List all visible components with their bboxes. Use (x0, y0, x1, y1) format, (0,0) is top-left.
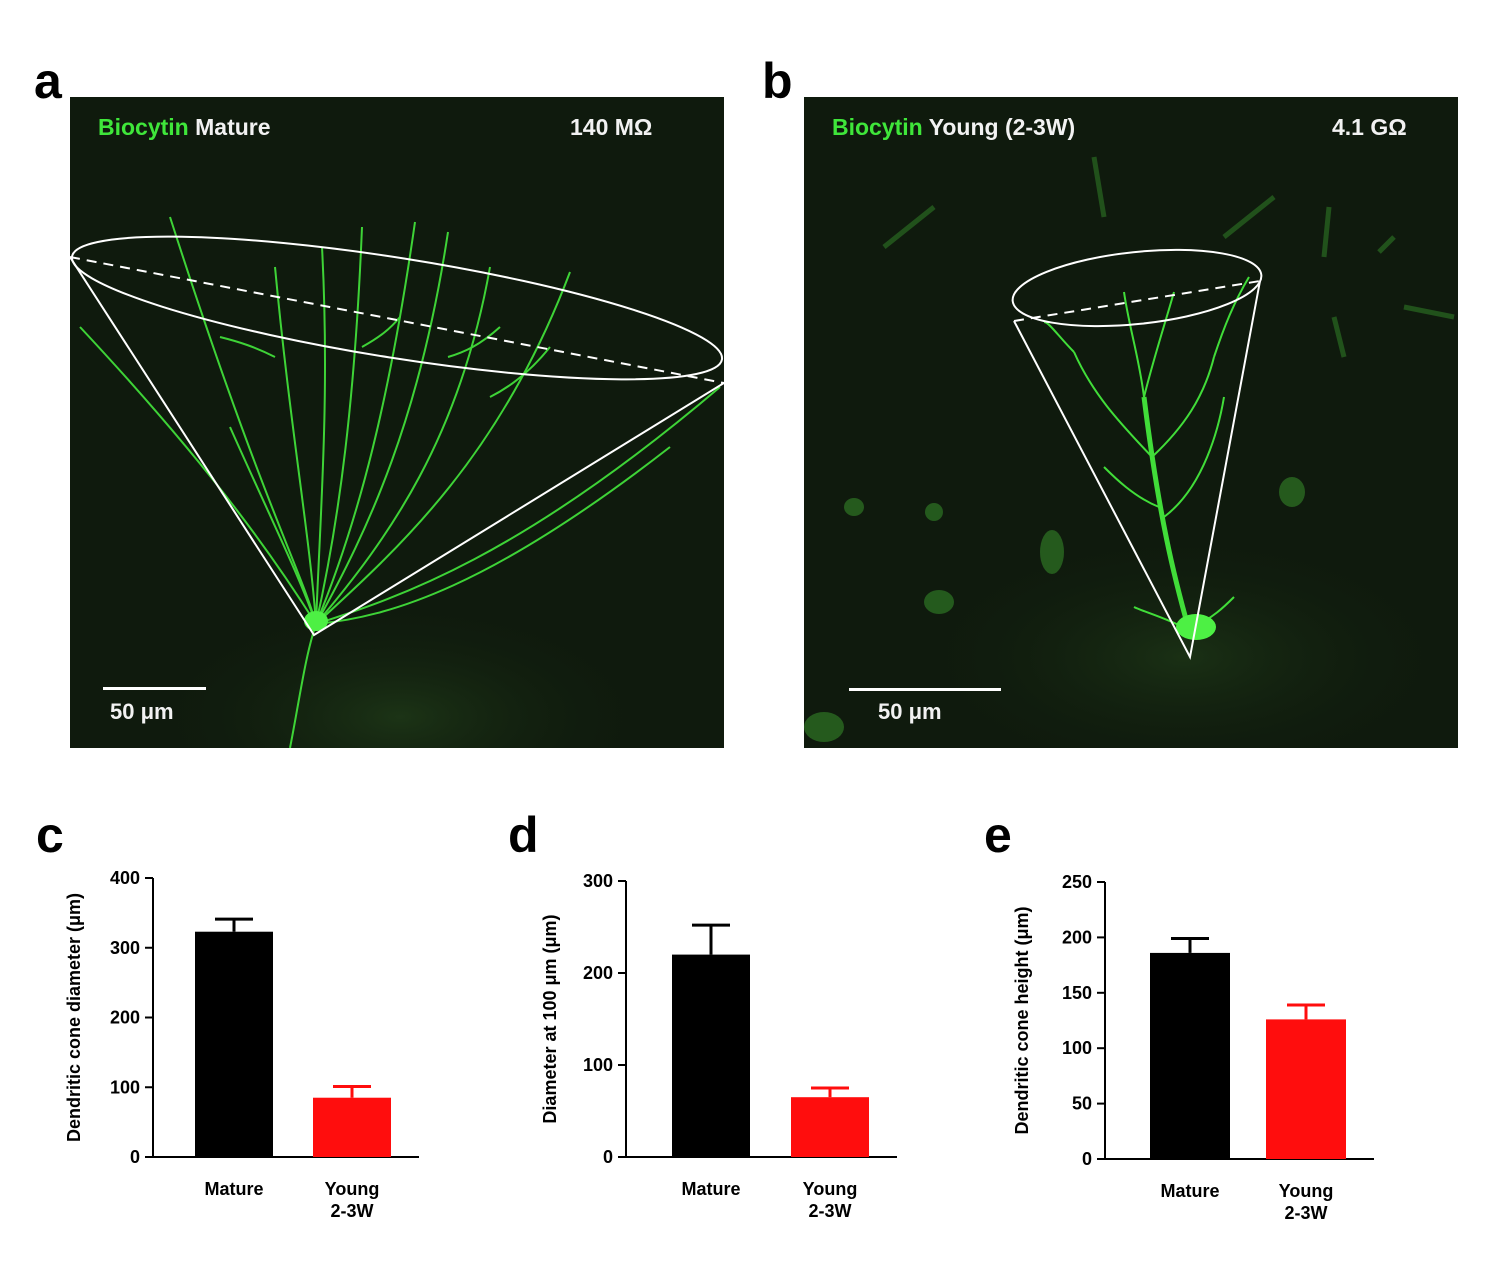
y-tick-label: 100 (583, 1055, 613, 1075)
bar-young (791, 1097, 869, 1157)
scale-bar-mature (103, 687, 206, 690)
dendrites-mature (79, 216, 721, 748)
stain-name: Biocytin (832, 114, 923, 140)
micrograph-mature: Biocytin Mature 140 MΩ 50 μm (70, 97, 724, 748)
y-tick-label: 150 (1062, 983, 1092, 1003)
category-label: Young 2-3W (325, 1179, 380, 1221)
panel-letter-a: a (34, 53, 62, 109)
cone-overlay-mature (70, 235, 724, 637)
bar-mature (195, 931, 273, 1157)
y-tick-label: 0 (603, 1147, 613, 1167)
y-tick-label: 100 (110, 1077, 140, 1097)
micrograph-young: Biocytin Young (2-3W) 4.1 GΩ 50 μm (804, 97, 1458, 748)
y-tick-label: 200 (583, 963, 613, 983)
bar-young (313, 1097, 391, 1157)
panel-letter-d: d (508, 807, 539, 863)
scale-bar-label-mature: 50 μm (110, 699, 174, 724)
y-tick-label: 200 (1062, 927, 1092, 947)
y-tick-label: 400 (110, 868, 140, 888)
y-axis-title: Dendritic cone diameter (μm) (64, 893, 84, 1142)
label-stain-mature: Biocytin Mature (98, 114, 271, 141)
y-tick-label: 300 (110, 938, 140, 958)
category-label: Mature (681, 1179, 740, 1199)
scale-bar-young (849, 688, 1001, 691)
category-label: Mature (1160, 1181, 1219, 1201)
cone-overlay-young (1011, 248, 1263, 661)
panel-letter-b: b (762, 53, 793, 109)
neuron-young-image (804, 97, 1458, 748)
y-axis-title: Diameter at 100 μm (μm) (540, 914, 560, 1123)
group-name: Young (2-3W) (928, 114, 1076, 140)
y-tick-label: 0 (1082, 1149, 1092, 1169)
y-tick-label: 250 (1062, 872, 1092, 892)
y-tick-label: 50 (1072, 1094, 1092, 1114)
y-tick-label: 300 (583, 871, 613, 891)
group-name: Mature (195, 114, 271, 140)
resistance-mature: 140 MΩ (570, 114, 653, 140)
category-label: Young 2-3W (1279, 1181, 1334, 1223)
background-cells (804, 477, 1305, 742)
scale-bar-label-young: 50 μm (878, 699, 942, 724)
background-processes (882, 156, 1455, 358)
dendrites-young (1043, 276, 1250, 631)
y-tick-label: 0 (130, 1147, 140, 1167)
bar-mature (1150, 952, 1230, 1159)
category-label: Mature (204, 1179, 263, 1199)
panel-letter-c: c (36, 807, 64, 863)
bar-young (1266, 1019, 1346, 1159)
y-tick-label: 100 (1062, 1038, 1092, 1058)
neuron-mature-image (70, 97, 724, 748)
y-tick-label: 200 (110, 1008, 140, 1028)
bar-mature (672, 954, 750, 1157)
category-label: Young 2-3W (803, 1179, 858, 1221)
label-stain-young: Biocytin Young (2-3W) (832, 114, 1075, 141)
panel-letter-e: e (984, 807, 1012, 863)
stain-name: Biocytin (98, 114, 189, 140)
resistance-young: 4.1 GΩ (1332, 114, 1407, 140)
y-axis-title: Dendritic cone height (μm) (1012, 906, 1032, 1134)
